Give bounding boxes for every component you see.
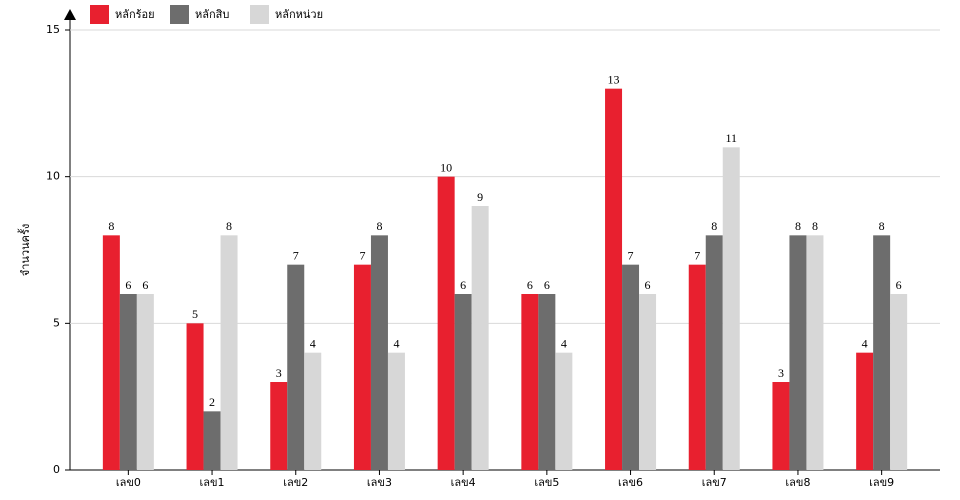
value-label: 8	[711, 219, 717, 233]
bar	[521, 294, 539, 470]
bar	[136, 294, 154, 470]
y-axis-label: จำนวนครั้ง	[17, 224, 32, 276]
x-tick-label: เลข5	[534, 476, 559, 489]
bar	[304, 352, 322, 470]
y-tick-label: 0	[53, 463, 60, 476]
legend-swatch	[250, 5, 269, 24]
bar	[353, 264, 371, 470]
x-tick-label: เลข4	[451, 476, 476, 489]
bar	[622, 264, 640, 470]
bar	[806, 235, 824, 470]
bar	[639, 294, 657, 470]
value-label: 6	[527, 278, 533, 292]
x-tick-label: เลข0	[116, 476, 141, 489]
value-label: 5	[192, 307, 198, 321]
bar	[705, 235, 723, 470]
y-tick-label: 10	[46, 170, 60, 183]
bar	[722, 147, 740, 471]
x-tick-label: เลข3	[367, 476, 392, 489]
value-label: 4	[862, 336, 868, 350]
bar	[186, 323, 204, 470]
bar	[454, 294, 472, 470]
bar	[789, 235, 807, 470]
bar	[555, 352, 573, 470]
value-label: 3	[778, 366, 784, 380]
bar	[471, 206, 489, 470]
value-label: 6	[125, 278, 131, 292]
value-label: 6	[142, 278, 148, 292]
value-label: 4	[393, 336, 399, 350]
value-label: 4	[561, 336, 567, 350]
value-label: 8	[812, 219, 818, 233]
value-label: 7	[293, 248, 299, 262]
bar	[856, 352, 874, 470]
y-axis-arrow	[64, 9, 76, 20]
y-tick-label: 5	[53, 316, 60, 329]
value-label: 8	[879, 219, 885, 233]
bar	[203, 411, 221, 470]
bar	[102, 235, 120, 470]
bar	[873, 235, 891, 470]
value-label: 6	[896, 278, 902, 292]
bar	[387, 352, 405, 470]
bar	[119, 294, 137, 470]
legend-label: หลักสิบ	[195, 8, 229, 21]
bar	[287, 264, 305, 470]
value-label: 6	[544, 278, 550, 292]
value-label: 7	[628, 248, 634, 262]
legend-swatch	[170, 5, 189, 24]
legend-label: หลักหน่วย	[275, 8, 323, 21]
value-label: 8	[376, 219, 382, 233]
value-label: 6	[460, 278, 466, 292]
legend-swatch	[90, 5, 109, 24]
value-label: 7	[359, 248, 365, 262]
x-tick-label: เลข9	[869, 476, 894, 489]
x-tick-label: เลข8	[785, 476, 810, 489]
x-tick-label: เลข6	[618, 476, 643, 489]
x-tick-label: เลข2	[283, 476, 308, 489]
value-label: 9	[477, 190, 483, 204]
bar	[220, 235, 238, 470]
bar	[370, 235, 388, 470]
bar	[605, 88, 623, 471]
value-label: 13	[608, 72, 620, 86]
value-label: 8	[795, 219, 801, 233]
value-label: 8	[226, 219, 232, 233]
value-label: 4	[310, 336, 316, 350]
value-label: 6	[645, 278, 651, 292]
bar	[890, 294, 908, 470]
bar	[772, 382, 790, 470]
bar	[270, 382, 288, 470]
legend-label: หลักร้อย	[115, 8, 155, 21]
value-label: 10	[440, 160, 452, 174]
y-tick-label: 15	[46, 23, 60, 36]
value-label: 11	[725, 131, 737, 145]
bar	[688, 264, 706, 470]
value-label: 7	[694, 248, 700, 262]
bar	[538, 294, 556, 470]
x-tick-label: เลข1	[200, 476, 225, 489]
value-label: 3	[276, 366, 282, 380]
value-label: 2	[209, 395, 215, 409]
value-label: 8	[108, 219, 114, 233]
bar	[437, 176, 455, 470]
x-tick-label: เลข7	[702, 476, 727, 489]
